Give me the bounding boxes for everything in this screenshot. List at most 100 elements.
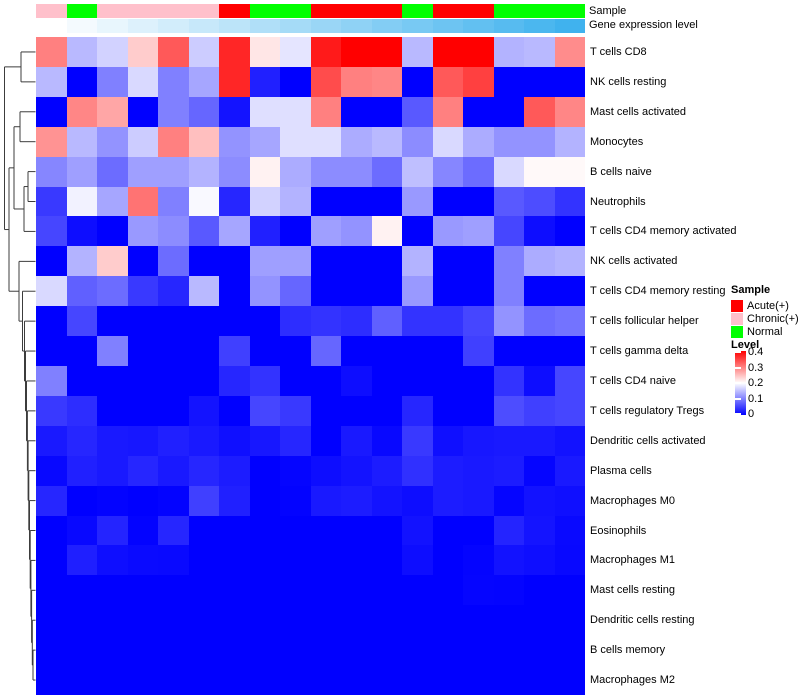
heatmap-cell (311, 246, 341, 276)
level-tick-label: 0 (748, 408, 755, 420)
row-label: B cells naive (590, 165, 652, 178)
heatmap-cell (402, 456, 433, 486)
heatmap-cell (494, 127, 524, 157)
heatmap-cell (219, 486, 250, 516)
heatmap-cell (402, 306, 433, 336)
heatmap-cell (433, 396, 463, 426)
heatmap-cell (372, 157, 402, 187)
heatmap-cell (67, 516, 97, 545)
row-label: Dendritic cells resting (590, 614, 695, 627)
heatmap-cell (67, 545, 97, 575)
heatmap-cell (280, 127, 311, 157)
heatmap-cell (402, 276, 433, 306)
gene-annotation-cell (372, 19, 402, 33)
level-tick-mark (735, 413, 741, 415)
heatmap-cell (280, 516, 311, 545)
heatmap-cell (250, 157, 280, 187)
heatmap-cell (219, 545, 250, 575)
heatmap-cell (372, 396, 402, 426)
heatmap-cell (189, 575, 219, 605)
heatmap-cell (250, 605, 280, 635)
row-label: T cells follicular helper (590, 315, 699, 328)
heatmap-cell (494, 336, 524, 366)
heatmap-cell (524, 336, 555, 366)
heatmap-cell (280, 545, 311, 575)
heatmap-cell (67, 157, 97, 187)
heatmap-cell (280, 396, 311, 426)
sample-annotation-cell (494, 4, 524, 18)
row-label: Macrophages M1 (590, 554, 675, 567)
heatmap-cell (433, 97, 463, 127)
heatmap-cell (463, 276, 494, 306)
heatmap-cell (280, 276, 311, 306)
gene-annotation-cell (36, 19, 67, 33)
heatmap-cell (372, 276, 402, 306)
heatmap-cell (36, 635, 67, 665)
heatmap-cell (555, 456, 585, 486)
heatmap-cell (494, 276, 524, 306)
heatmap-cell (250, 366, 280, 396)
heatmap-cell (36, 336, 67, 366)
heatmap-cell (372, 545, 402, 575)
heatmap-cell (494, 575, 524, 605)
level-tick-label: 0.4 (748, 346, 764, 358)
heatmap-cell (372, 635, 402, 665)
heatmap-cell (280, 456, 311, 486)
heatmap-cell (189, 276, 219, 306)
heatmap-cell (402, 366, 433, 396)
heatmap-cell (97, 456, 128, 486)
annotation-label-gene: Gene expression level (589, 19, 698, 31)
heatmap-cell (494, 396, 524, 426)
heatmap-cell (402, 216, 433, 246)
heatmap-cell (97, 97, 128, 127)
heatmap-cell (250, 246, 280, 276)
heatmap-cell (280, 486, 311, 516)
heatmap-cell (128, 246, 158, 276)
heatmap-cell (555, 665, 585, 695)
heatmap-cell (219, 456, 250, 486)
heatmap-cell (555, 306, 585, 336)
heatmap-cell (555, 516, 585, 545)
heatmap-cell (128, 276, 158, 306)
heatmap-cell (219, 575, 250, 605)
heatmap-cell (463, 456, 494, 486)
heatmap-cell (494, 37, 524, 67)
heatmap-cell (311, 127, 341, 157)
heatmap-cell (250, 545, 280, 575)
heatmap-cell (36, 366, 67, 396)
heatmap-cell (494, 97, 524, 127)
heatmap-cell (372, 486, 402, 516)
heatmap-cell (67, 575, 97, 605)
heatmap-cell (555, 545, 585, 575)
heatmap-cell (311, 276, 341, 306)
gene-annotation-cell (189, 19, 219, 33)
heatmap-cell (372, 187, 402, 216)
sample-annotation-cell (280, 4, 311, 18)
heatmap-cell (494, 366, 524, 396)
heatmap-cell (463, 486, 494, 516)
legend-item-label: Normal (747, 326, 783, 338)
heatmap-cell (36, 456, 67, 486)
heatmap-cell (158, 306, 189, 336)
heatmap-cell (36, 67, 67, 97)
heatmap-cell (433, 306, 463, 336)
sample-annotation-cell (250, 4, 280, 18)
heatmap-cell (280, 216, 311, 246)
heatmap-cell (158, 605, 189, 635)
heatmap-cell (494, 246, 524, 276)
heatmap-cell (311, 187, 341, 216)
heatmap-cell (36, 157, 67, 187)
heatmap-cell (97, 516, 128, 545)
heatmap-cell (433, 366, 463, 396)
heatmap-cell (158, 545, 189, 575)
heatmap-cell (524, 426, 555, 456)
heatmap-cell (524, 396, 555, 426)
heatmap-cell (433, 605, 463, 635)
heatmap-cell (67, 396, 97, 426)
heatmap-cell (402, 396, 433, 426)
sample-annotation-cell (341, 4, 372, 18)
heatmap-cell (158, 426, 189, 456)
heatmap-cell (372, 246, 402, 276)
row-label: Mast cells activated (590, 105, 686, 118)
